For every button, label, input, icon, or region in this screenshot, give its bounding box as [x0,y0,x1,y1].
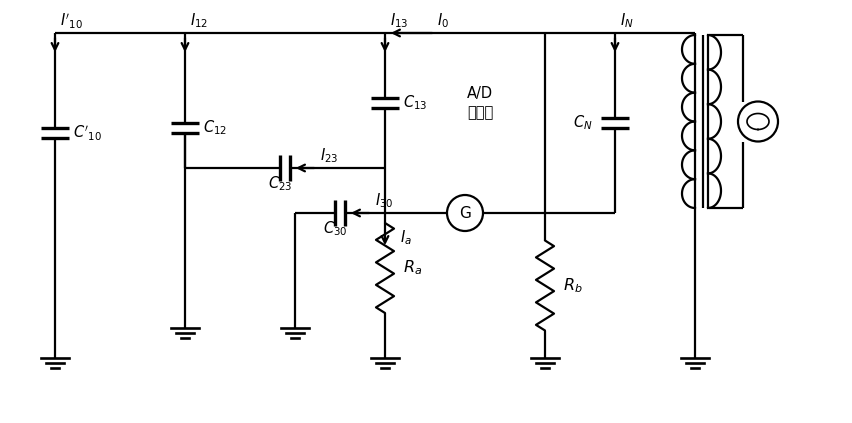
Text: $C_{13}$: $C_{13}$ [403,93,428,113]
Text: $C_{12}$: $C_{12}$ [203,118,227,137]
Text: $R_b$: $R_b$ [563,276,583,295]
Text: G: G [459,206,471,220]
Text: $C_{30}$: $C_{30}$ [323,220,348,238]
Text: A/D: A/D [467,85,493,101]
Text: $I_N$: $I_N$ [620,12,634,30]
Text: $I_{13}$: $I_{13}$ [390,12,408,30]
Text: $I_{30}$: $I_{30}$ [375,192,394,210]
Text: 计算机: 计算机 [467,105,493,121]
Text: $I_{12}$: $I_{12}$ [190,12,208,30]
Text: $C_N$: $C_N$ [573,114,593,132]
Text: $I'_{10}$: $I'_{10}$ [60,11,83,30]
Text: $I_{23}$: $I_{23}$ [320,147,338,165]
Text: $I_a$: $I_a$ [400,229,412,247]
Text: $R_a$: $R_a$ [403,258,423,277]
Text: $I_0$: $I_0$ [437,12,449,30]
Text: $C_{23}$: $C_{23}$ [268,175,292,193]
Text: $C'_{10}$: $C'_{10}$ [73,124,102,143]
